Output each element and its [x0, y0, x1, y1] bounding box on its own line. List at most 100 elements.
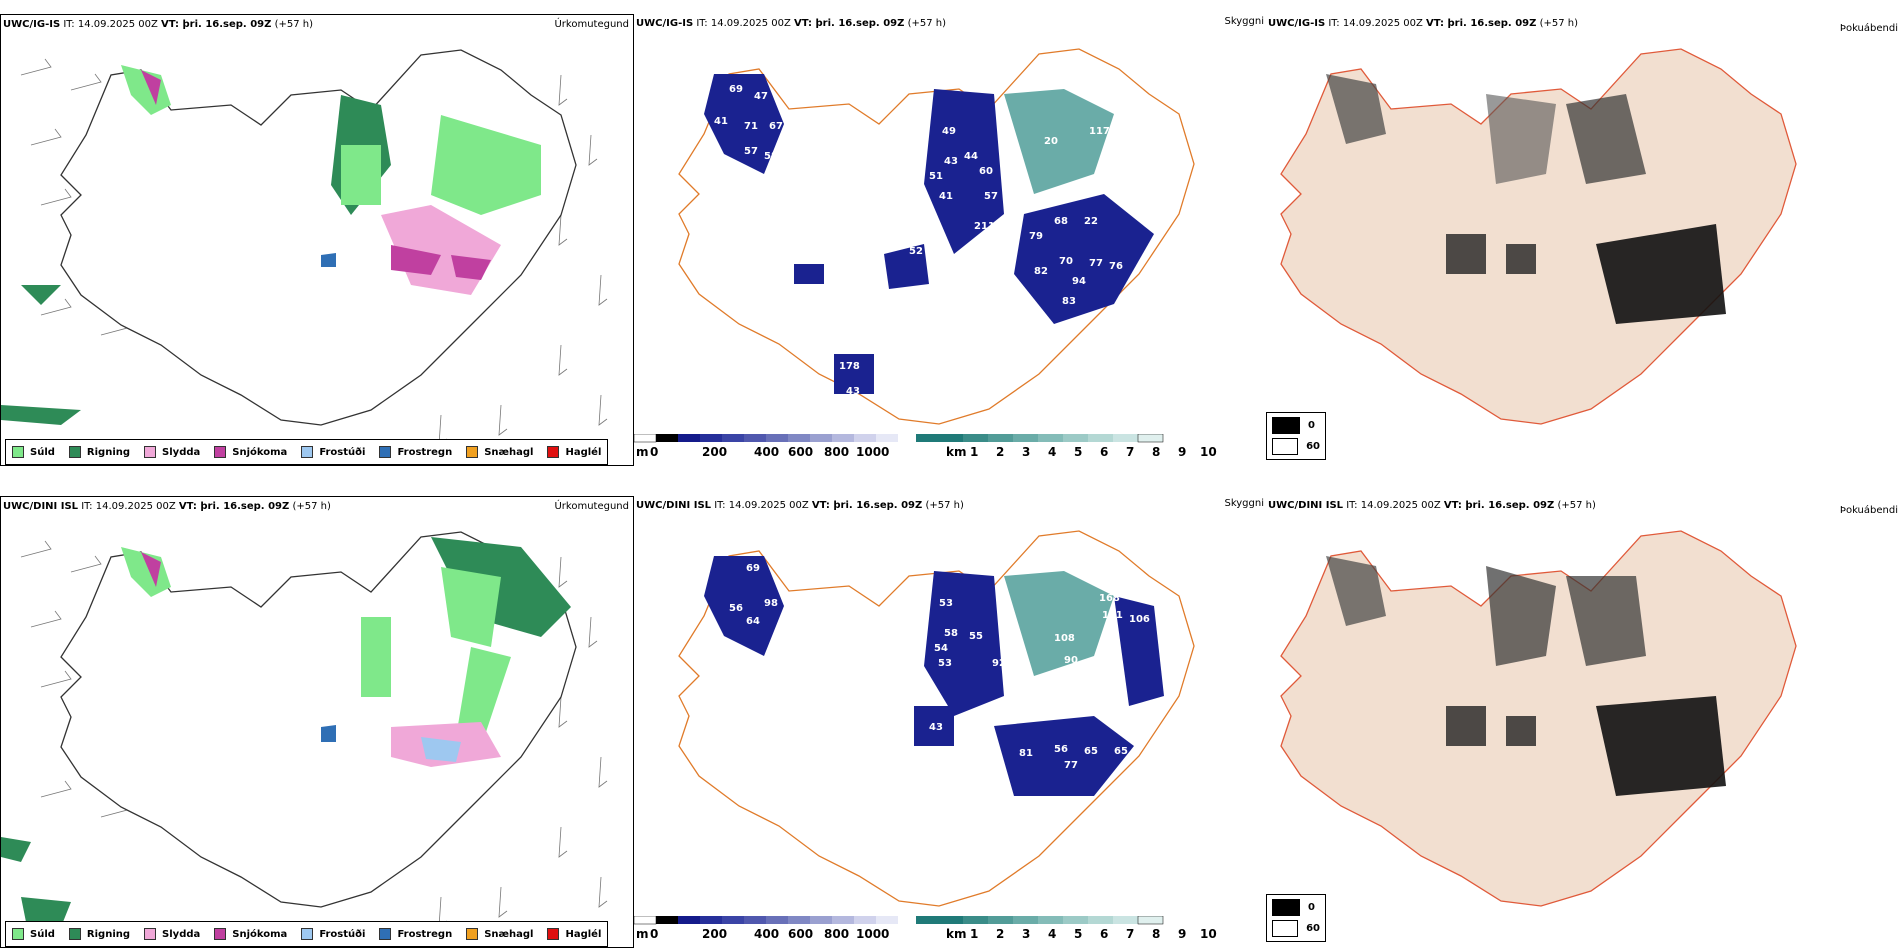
height-bar-tick: 400 — [754, 927, 780, 941]
cloud-base-labels: 69 47 41 71 67 57 58 49 43 51 44 60 57 4… — [714, 84, 1143, 397]
panel-title: Úrkomutegund — [554, 19, 629, 30]
cloud-label: 51 — [929, 171, 943, 182]
cloud-label: 57 — [984, 191, 998, 202]
fog-legend-item: 60 — [1272, 438, 1320, 455]
cloud-label: 57 — [744, 146, 758, 157]
cloud-label: 67 — [769, 121, 783, 132]
fog-map — [1280, 48, 1797, 425]
km-bar-tick: 8 — [1152, 927, 1161, 941]
cloud-label: 89 — [1094, 578, 1108, 589]
cloud-label: 178 — [839, 361, 860, 372]
height-bar-unit: m — [636, 927, 649, 941]
legend-swatch — [547, 928, 560, 940]
panel-title: Þokuábendi — [1839, 23, 1898, 34]
cloud-label: 43 — [944, 156, 958, 167]
precip-type-panel-igis: UWC/IG-IS IT: 14.09.2025 00Z VT: þri. 16… — [0, 14, 634, 466]
legend-swatch — [12, 446, 24, 458]
height-bar-tick: 0 — [650, 927, 659, 941]
legend-swatch — [379, 446, 392, 458]
height-colorbar — [634, 434, 898, 443]
cloud-label: 77 — [1089, 258, 1103, 269]
legend-item: Haglél — [547, 928, 601, 940]
cloud-label: 35 — [1104, 668, 1118, 679]
fog-legend: 0 60 — [1266, 412, 1326, 460]
legend-item: Rigning — [68, 928, 130, 940]
panel-title: Skyggni — [1224, 16, 1264, 27]
panel-title: Skyggni — [1224, 498, 1264, 509]
cloud-label: 97 — [999, 248, 1013, 259]
panel-header: UWC/IG-IS IT: 14.09.2025 00Z VT: þri. 16… — [636, 18, 946, 29]
km-bar-tick: 3 — [1022, 445, 1031, 459]
cloud-label: 92 — [992, 658, 1006, 669]
panel-header: UWC/IG-IS IT: 14.09.2025 00Z VT: þri. 16… — [1268, 18, 1578, 29]
cloud-label: 68 — [1054, 216, 1068, 227]
km-bar-tick: 4 — [1048, 927, 1057, 941]
km-colorbar — [916, 434, 1164, 443]
km-bar-unit: km — [946, 927, 967, 941]
height-bar-tick: 200 — [702, 927, 728, 941]
panel-header: UWC/DINI ISL IT: 14.09.2025 00Z VT: þri.… — [3, 501, 331, 512]
km-bar-tick: 6 — [1100, 927, 1109, 941]
cloud-label: 60 — [979, 166, 993, 177]
fog-legend-item: 0 — [1272, 417, 1320, 434]
fog-swatch — [1272, 899, 1300, 916]
cloud-label: 44 — [964, 151, 978, 162]
cloud-label: 52 — [909, 246, 923, 257]
legend-item: Rigning — [68, 446, 130, 458]
legend-swatch — [466, 928, 479, 940]
iceland-outline — [60, 531, 577, 908]
precip-map — [1, 531, 608, 928]
legend-item: Snæhagl — [466, 928, 533, 940]
legend-swatch — [547, 446, 560, 458]
legend-swatch — [214, 446, 227, 458]
km-bar-tick: 7 — [1126, 445, 1135, 459]
cloud-label: 65 — [1114, 746, 1128, 757]
cloud-label: 79 — [1029, 231, 1043, 242]
cloud-label: 81 — [1019, 748, 1033, 759]
cloud-label: 65 — [1084, 746, 1098, 757]
legend-swatch — [301, 928, 314, 940]
km-bar-tick: 2 — [996, 445, 1005, 459]
legend-swatch — [144, 446, 157, 458]
cloud-label: 82 — [1034, 266, 1048, 277]
panel-header: UWC/DINI ISL IT: 14.09.2025 00Z VT: þri.… — [1268, 500, 1596, 511]
cloud-label: 69 — [746, 563, 760, 574]
height-bar-tick: 400 — [754, 445, 780, 459]
fog-swatch — [1272, 417, 1300, 434]
legend-swatch — [144, 928, 157, 940]
km-colorbar — [916, 916, 1164, 925]
cloud-label: 53 — [939, 598, 953, 609]
km-bar-tick: 8 — [1152, 445, 1161, 459]
cloud-label: 41 — [939, 191, 953, 202]
colorbars — [634, 434, 1164, 443]
cloud-label: 55 — [969, 631, 983, 642]
height-bar-tick: 0 — [650, 445, 659, 459]
legend-swatch — [68, 446, 81, 458]
km-bar-tick: 10 — [1200, 445, 1217, 459]
precip-areas — [1, 65, 541, 425]
legend-item: Frostregn — [379, 446, 452, 458]
cloud-label: 74 — [1074, 688, 1088, 699]
cloud-label: 20 — [1119, 578, 1133, 589]
cloud-label: 22 — [1084, 216, 1098, 227]
km-bar-tick: 2 — [996, 927, 1005, 941]
cloud-label: 102 — [896, 238, 917, 249]
visibility-panel-igis: UWC/IG-IS IT: 14.09.2025 00Z VT: þri. 16… — [634, 14, 1266, 466]
cloud-label: 57 — [1116, 126, 1130, 137]
cloud-label: 81 — [1129, 161, 1143, 172]
cloud-label: 50 — [929, 236, 943, 247]
cloud-label: 117 — [1089, 126, 1110, 137]
precip-type-panel-dini: UWC/DINI ISL IT: 14.09.2025 00Z VT: þri.… — [0, 496, 634, 948]
km-bar-tick: 9 — [1178, 445, 1187, 459]
km-bar-tick: 4 — [1048, 445, 1057, 459]
cloud-label: 77 — [1064, 760, 1078, 771]
fog-shades — [1326, 556, 1726, 796]
cloud-label: 108 — [1054, 633, 1075, 644]
legend-item: Haglél — [547, 446, 601, 458]
fog-legend-item: 0 — [1272, 899, 1320, 916]
cloud-label: 98 — [764, 598, 778, 609]
km-bar-tick: 5 — [1074, 927, 1083, 941]
km-bar-tick: 6 — [1100, 445, 1109, 459]
cloud-label: 43 — [929, 722, 943, 733]
legend-swatch — [379, 928, 392, 940]
